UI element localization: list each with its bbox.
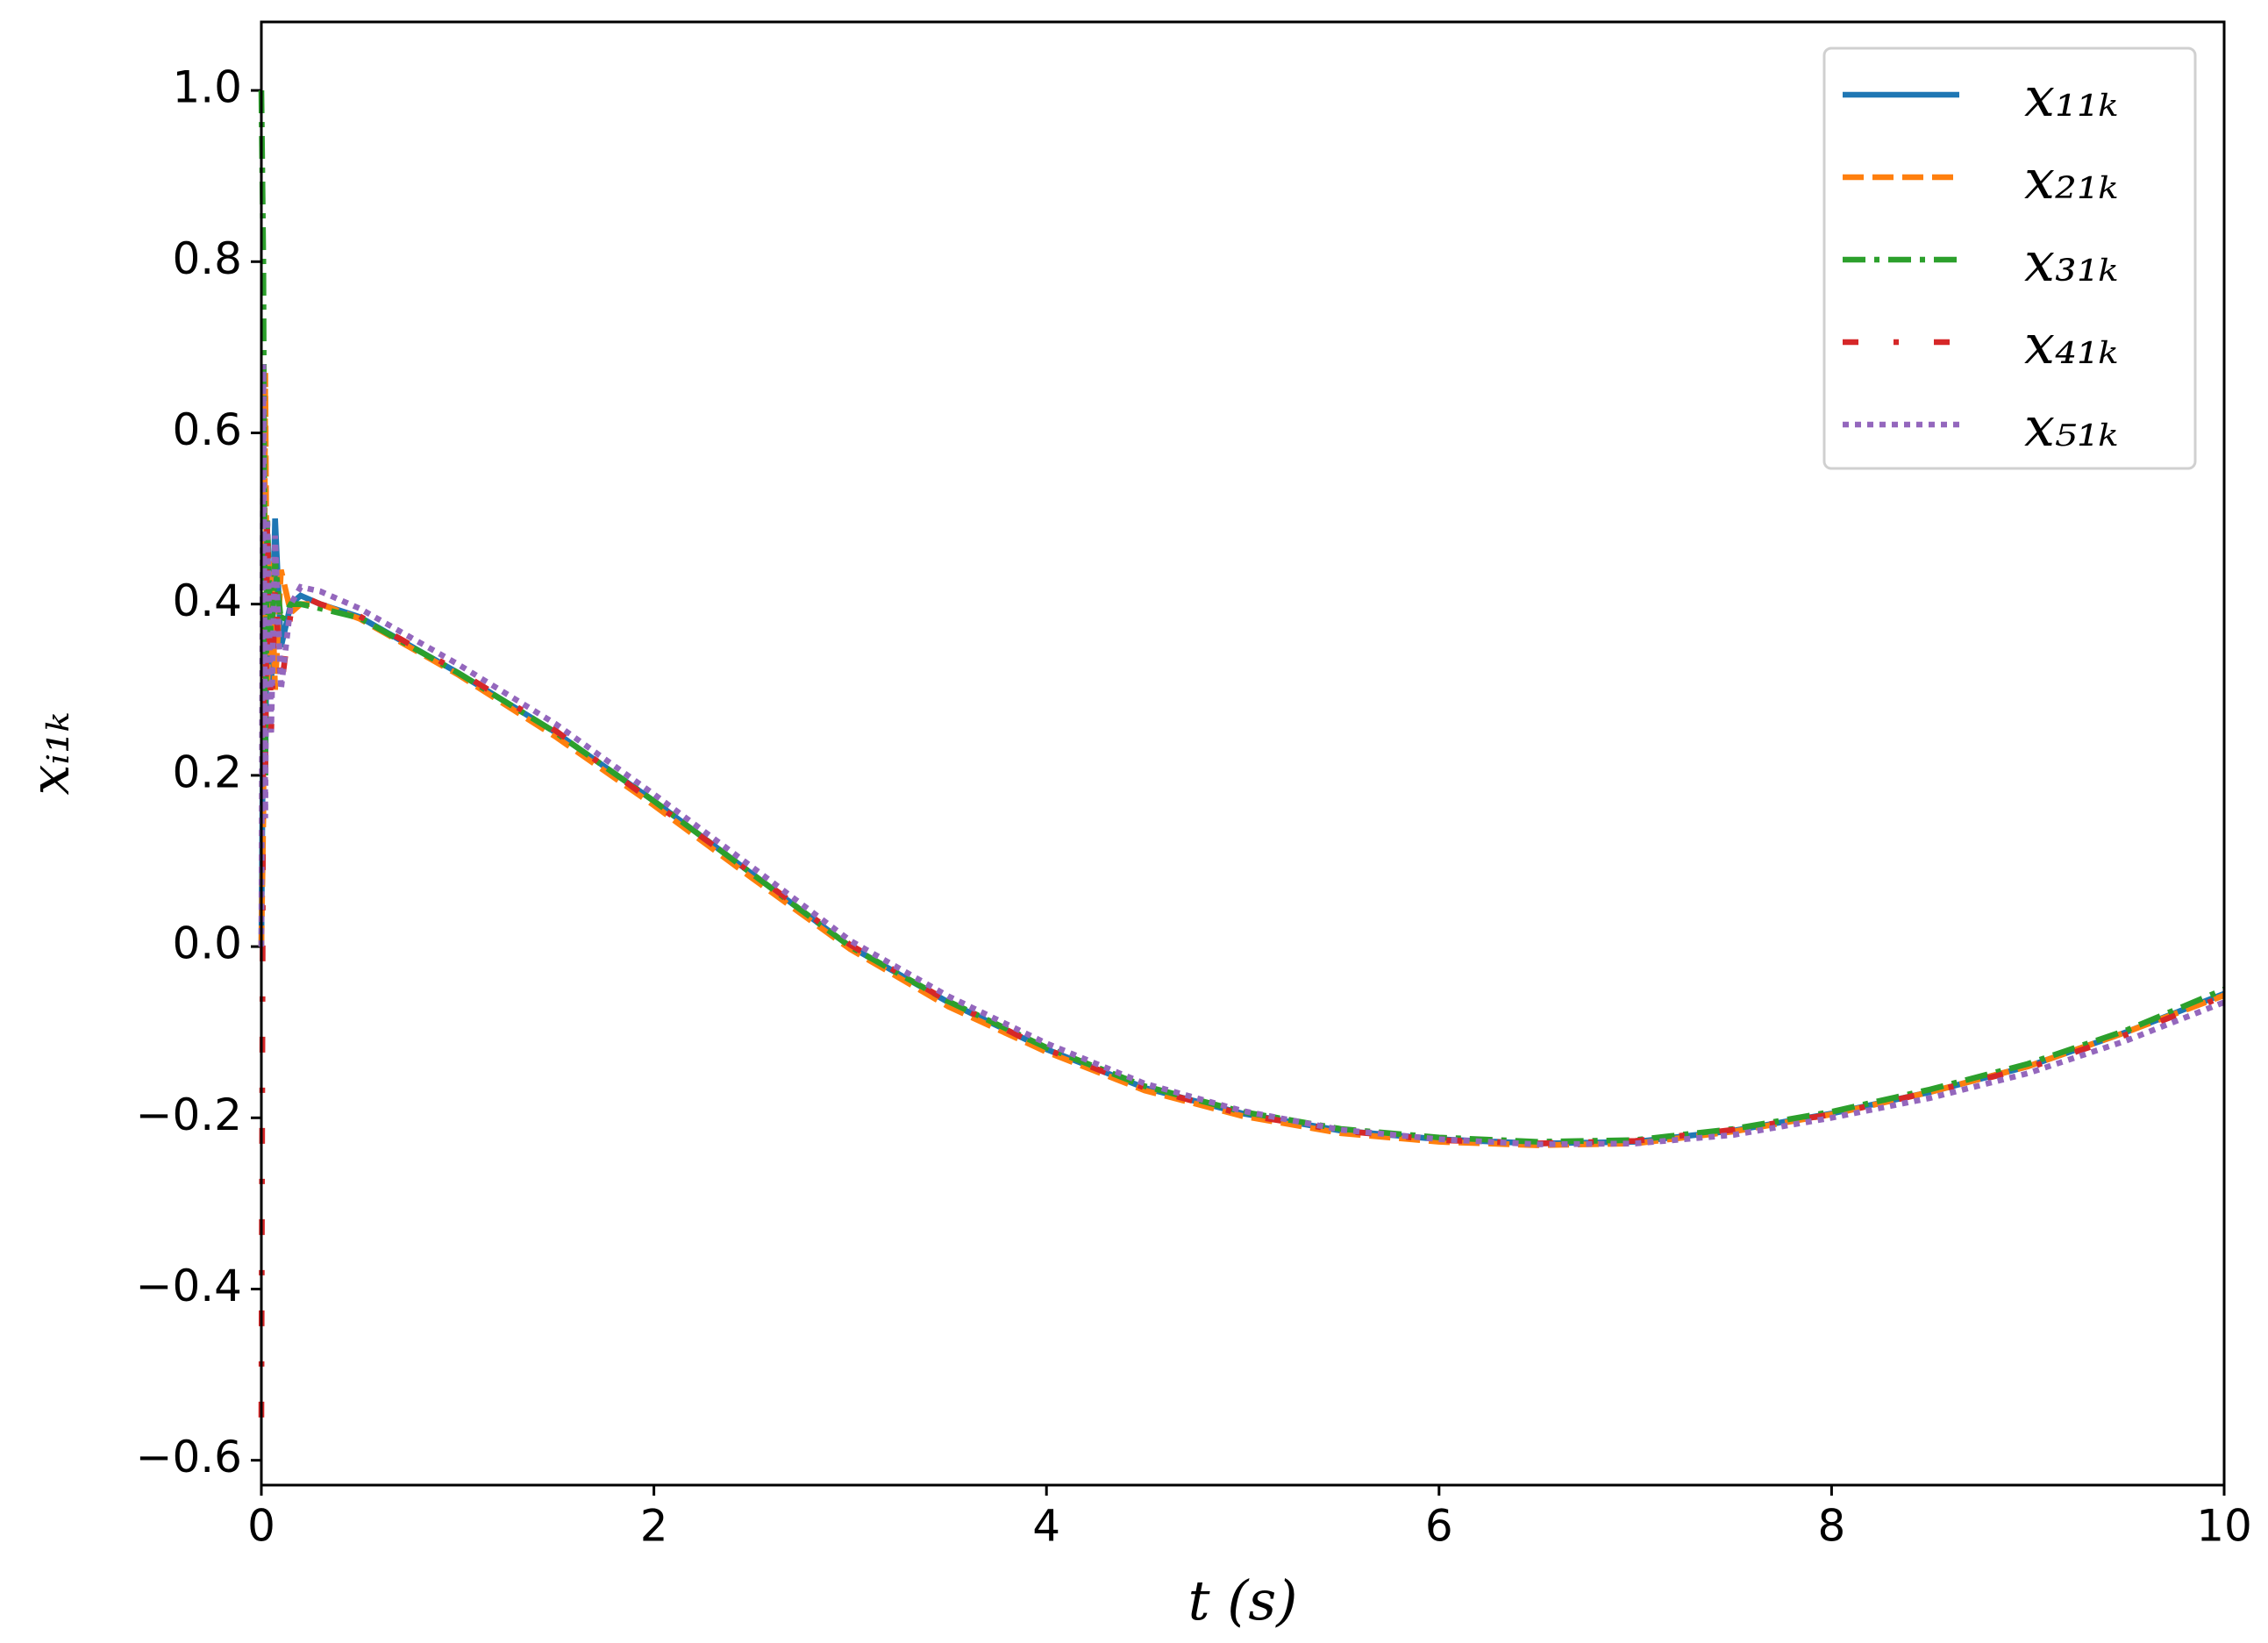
x-tick-label: 10: [2196, 1501, 2252, 1552]
series-line: [258, 518, 2226, 1147]
x-tick-label: 4: [1032, 1501, 1060, 1552]
x-tick-label: 8: [1817, 1501, 1845, 1552]
y-tick-label: 0.6: [172, 404, 242, 455]
x-tick-label: 0: [247, 1501, 275, 1552]
series-line: [258, 518, 2226, 1418]
y-tick-label: 0.4: [172, 575, 242, 626]
y-axis-label: xᵢ₁ₖ: [18, 712, 82, 796]
x-tick-label: 2: [640, 1501, 668, 1552]
y-tick-label: −0.4: [136, 1261, 242, 1311]
y-tick-label: 1.0: [172, 62, 242, 113]
plot-frame: [260, 20, 2226, 1487]
legend-label: x₁₁ₖ: [2024, 65, 2118, 129]
legend-label: x₅₁ₖ: [2024, 395, 2118, 459]
y-tick-label: 0.0: [172, 918, 242, 969]
legend-label: x₃₁ₖ: [2024, 230, 2118, 294]
series-line: [258, 364, 2226, 1147]
y-tick-label: 0.2: [172, 746, 242, 797]
x-axis-label: t (s): [1188, 1568, 1298, 1632]
y-tick-label: −0.2: [136, 1089, 242, 1140]
legend-label: x₄₁ₖ: [2024, 312, 2118, 376]
x-tick-label: 6: [1425, 1501, 1453, 1552]
legend-box: [1822, 46, 2197, 470]
y-tick-label: 0.8: [172, 233, 242, 284]
series-line: [258, 373, 2226, 1148]
y-tick-label: −0.6: [136, 1432, 242, 1482]
legend-label: x₂₁ₖ: [2024, 147, 2118, 211]
